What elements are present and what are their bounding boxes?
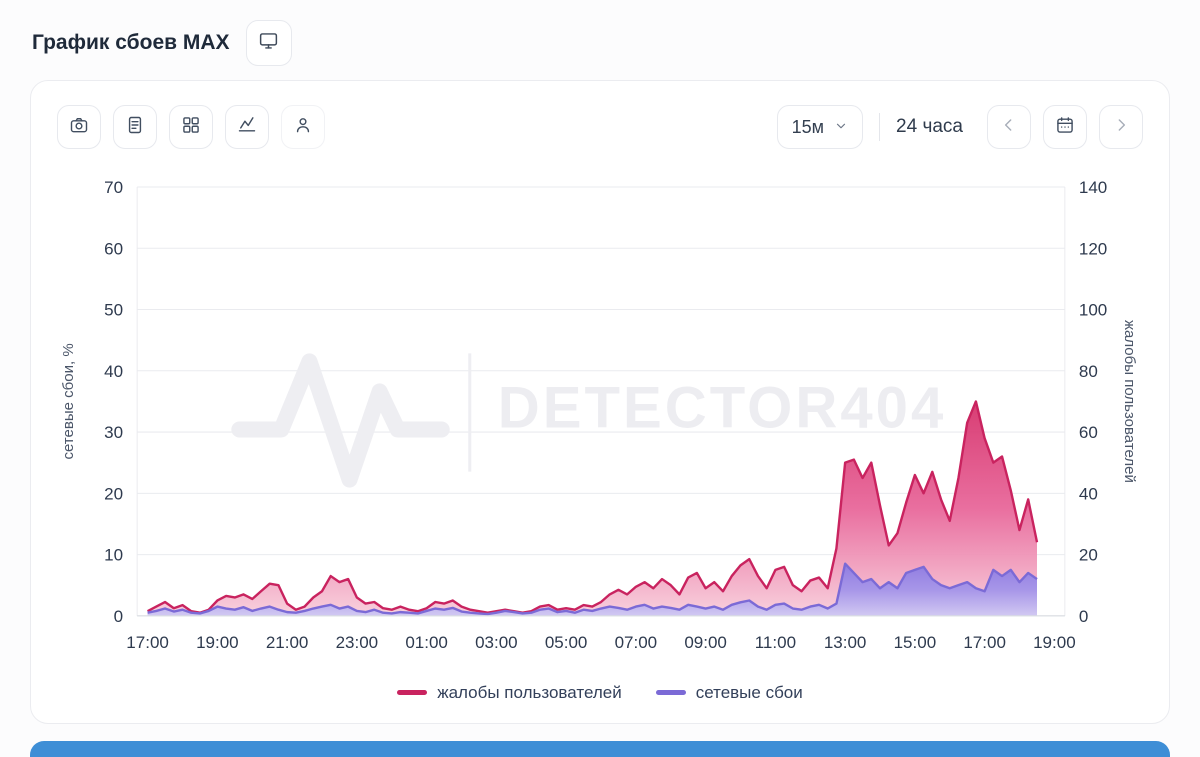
apps-button[interactable] xyxy=(169,105,213,149)
svg-text:жалобы пользователей: жалобы пользователей xyxy=(1121,320,1138,483)
svg-text:05:00: 05:00 xyxy=(545,633,588,652)
svg-text:0: 0 xyxy=(1079,607,1088,626)
svg-text:140: 140 xyxy=(1079,178,1107,197)
chart-type-button[interactable] xyxy=(225,105,269,149)
svg-text:03:00: 03:00 xyxy=(475,633,518,652)
chart-toolbar: 15м 24 часа xyxy=(57,105,1143,149)
svg-text:70: 70 xyxy=(104,178,123,197)
svg-text:17:00: 17:00 xyxy=(126,633,169,652)
svg-text:11:00: 11:00 xyxy=(755,633,796,652)
next-panel-peek[interactable] xyxy=(30,741,1170,757)
screenshot-button[interactable] xyxy=(57,105,101,149)
page-title: График сбоев MAX xyxy=(32,31,230,54)
failures-chart: DETECTOR404 0 10 20 30 40 50 60 70 0 20 40 60 80 100 12… xyxy=(60,178,1138,652)
svg-text:17:00: 17:00 xyxy=(963,633,1006,652)
chevron-down-icon xyxy=(834,117,848,138)
complaints-swatch xyxy=(397,690,428,696)
user-icon xyxy=(293,115,313,140)
svg-text:80: 80 xyxy=(1079,362,1098,381)
range-label: 24 часа xyxy=(896,116,963,137)
camera-icon xyxy=(69,115,89,140)
next-period-button[interactable] xyxy=(1099,105,1143,149)
svg-text:20: 20 xyxy=(1079,546,1098,565)
monitor-button[interactable] xyxy=(245,20,292,66)
svg-text:40: 40 xyxy=(104,362,123,381)
svg-text:40: 40 xyxy=(1079,484,1098,503)
svg-text:21:00: 21:00 xyxy=(266,633,309,652)
area-chart-icon xyxy=(237,115,257,140)
legend-label-complaints: жалобы пользователей xyxy=(437,682,622,702)
calendar-icon xyxy=(1055,115,1075,140)
svg-text:07:00: 07:00 xyxy=(615,633,658,652)
legend-item-complaints[interactable]: жалобы пользователей xyxy=(397,682,622,703)
svg-text:19:00: 19:00 xyxy=(1033,633,1076,652)
title-row: График сбоев MAX xyxy=(30,20,1170,66)
legend-label-failures: сетевые сбои xyxy=(695,682,803,702)
chevron-left-icon xyxy=(999,115,1019,140)
failures-swatch xyxy=(655,690,686,696)
interval-select[interactable]: 15м xyxy=(776,105,864,149)
interval-value: 15м xyxy=(791,116,825,137)
svg-text:30: 30 xyxy=(104,423,123,442)
svg-text:120: 120 xyxy=(1079,239,1107,258)
grid-icon xyxy=(181,115,201,140)
svg-text:10: 10 xyxy=(104,546,123,565)
svg-text:20: 20 xyxy=(104,484,123,503)
chevron-right-icon xyxy=(1111,115,1131,140)
legend-item-failures[interactable]: сетевые сбои xyxy=(655,682,803,703)
chart-legend: жалобы пользователей сетевые сбои xyxy=(57,683,1143,709)
divider xyxy=(879,113,881,141)
svg-text:60: 60 xyxy=(1079,423,1098,442)
prev-period-button[interactable] xyxy=(987,105,1031,149)
report-button[interactable] xyxy=(113,105,157,149)
monitor-icon xyxy=(258,30,279,56)
chart-card: 15м 24 часа xyxy=(30,80,1170,724)
document-icon xyxy=(125,115,145,140)
chart-area: DETECTOR404 0 10 20 30 40 50 60 70 0 20 40 60 80 100 12… xyxy=(57,163,1143,681)
svg-text:60: 60 xyxy=(104,239,123,258)
svg-text:DETECTOR404: DETECTOR404 xyxy=(498,375,946,440)
svg-text:09:00: 09:00 xyxy=(684,633,727,652)
svg-text:50: 50 xyxy=(104,301,123,320)
profile-button[interactable] xyxy=(281,105,325,149)
svg-text:сетевые сбои, %: сетевые сбои, % xyxy=(60,343,77,459)
svg-text:13:00: 13:00 xyxy=(824,633,867,652)
svg-text:100: 100 xyxy=(1079,301,1107,320)
svg-text:0: 0 xyxy=(114,607,123,626)
svg-text:19:00: 19:00 xyxy=(196,633,239,652)
calendar-button[interactable] xyxy=(1043,105,1087,149)
svg-text:15:00: 15:00 xyxy=(894,633,937,652)
svg-text:01:00: 01:00 xyxy=(405,633,448,652)
svg-text:23:00: 23:00 xyxy=(336,633,379,652)
